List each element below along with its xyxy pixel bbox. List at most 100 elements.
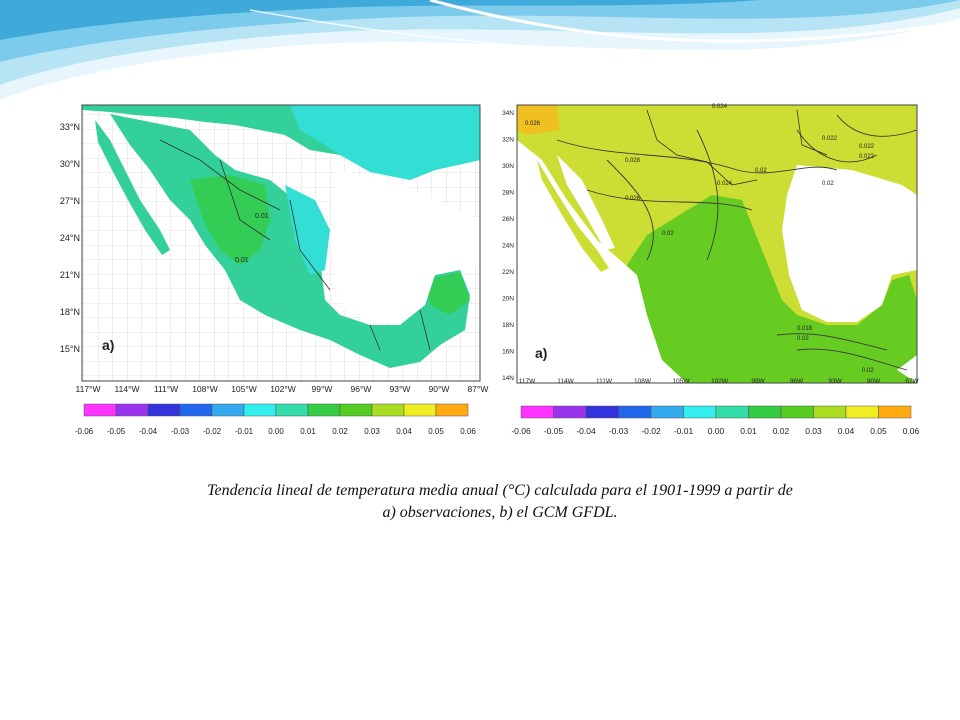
map-a-panel-label: a)	[102, 337, 114, 353]
map-b-contour-label: 0.018	[797, 326, 813, 332]
map-b-lat-label: 16N	[502, 349, 514, 356]
map-a-lon-label: 114°W	[115, 384, 140, 394]
caption-line-2: a) observaciones, b) el GCM GFDL.	[382, 504, 618, 521]
map-b-colorbar-label: 0.06	[903, 426, 920, 436]
map-a-colorbar-swatch	[339, 403, 373, 417]
gulf-of-mexico	[330, 170, 480, 322]
map-b-colorbar-swatch	[748, 405, 782, 419]
map-b-lon-label: 93W	[828, 378, 842, 385]
map-a-colorbar-label: 0.04	[396, 427, 412, 436]
map-a-lon-label: 117°W	[76, 384, 101, 394]
map-a-colorbar-label: 0.01	[300, 427, 316, 436]
map-a-lon-label: 108°W	[192, 384, 218, 394]
map-b-lon-label: 102W	[711, 378, 729, 385]
map-b-lat-label: 30N	[502, 163, 514, 170]
map-b-lat-label: 24N	[502, 243, 514, 250]
map-b-colorbar-swatch	[845, 405, 879, 419]
map-b-colorbar-swatch	[780, 405, 814, 419]
map-b-colorbar-label: -0.04	[576, 426, 596, 436]
map-b-lat-label: 34N	[502, 110, 514, 117]
map-b-contour-label: 0.024	[712, 104, 728, 110]
map-a-contour-label-1: 0.01	[255, 213, 269, 220]
map-b-colorbar-label: -0.02	[641, 426, 661, 436]
map-b-colorbar-label: 0.00	[708, 426, 725, 436]
map-a-colorbar-swatch	[243, 403, 277, 417]
map-a-colorbar-swatch	[403, 403, 437, 417]
map-a-lat-label: 21°N	[60, 270, 80, 280]
map-b-colorbar-swatch	[650, 405, 684, 419]
map-a-lon-label: 90°W	[429, 384, 450, 394]
map-b-colorbar-label: -0.01	[674, 426, 694, 436]
map-a-colorbar-swatch	[147, 403, 181, 417]
map-a-lon-label: 99°W	[312, 384, 333, 394]
map-a-lon-label: 87°W	[468, 384, 489, 394]
map-a-colorbar-label: -0.02	[203, 427, 222, 436]
map-a-lat-label: 33°N	[60, 122, 80, 132]
map-b-colorbar-swatch	[715, 405, 749, 419]
map-b-contour-label: 0.022	[859, 154, 875, 160]
map-b-lon-label: 105W	[673, 378, 691, 385]
map-b-contour-label: 0.028	[625, 158, 641, 164]
map-b-lat-label: 32N	[502, 137, 514, 144]
baja-california-region-b	[537, 160, 609, 272]
map-b-lat-label: 26N	[502, 216, 514, 223]
gcm-gfdl-map-panel: 34N 32N 30N 28N 26N 24N 22N 20N 18N 16N 14N 117W 11…	[497, 100, 929, 445]
mexico-land-region	[110, 114, 470, 368]
map-b-lat-label: 22N	[502, 269, 514, 276]
map-a-colorbar-label: -0.04	[139, 427, 158, 436]
map-b-colorbar-label: 0.05	[870, 426, 887, 436]
map-a-colorbar-swatch	[307, 403, 341, 417]
map-a-colorbar-swatch	[211, 403, 245, 417]
map-a-colorbar-label: 0.05	[428, 427, 444, 436]
gulf-of-mexico-b	[782, 165, 917, 322]
map-b-lon-label: 117W	[519, 378, 536, 385]
map-b-colorbar-label: 0.02	[773, 426, 790, 436]
map-a-colorbar-swatch	[371, 403, 405, 417]
map-b-colorbar-swatch	[878, 405, 912, 419]
map-b-lat-label: 14N	[502, 375, 514, 382]
map-b-lon-label: 108W	[634, 378, 652, 385]
map-b-colorbar-swatch	[520, 405, 554, 419]
map-b-colorbar-swatch	[813, 405, 847, 419]
map-b-colorbar-swatch	[683, 405, 717, 419]
map-b-lon-label: 111W	[596, 378, 613, 385]
map-a-lon-label: 105°W	[231, 384, 257, 394]
caption-line-1: Tendencia lineal de temperatura media an…	[207, 482, 793, 499]
map-b-colorbar-swatch	[585, 405, 619, 419]
map-b-contour-label: 0.026	[525, 121, 541, 127]
map-a-colorbar-swatch	[115, 403, 149, 417]
map-a-lon-label: 93°W	[390, 384, 411, 394]
map-b-colorbar-swatch	[618, 405, 652, 419]
map-a-contour-label-2: 0.01	[235, 257, 249, 264]
map-b-lat-label: 28N	[502, 190, 514, 197]
map-b-colorbar-swatch	[553, 405, 587, 419]
map-b-colorbar-label: -0.03	[609, 426, 629, 436]
map-a-lat-label: 27°N	[60, 196, 80, 206]
map-b-contour-label: 0.022	[822, 136, 838, 142]
map-a-lat-label: 30°N	[60, 159, 80, 169]
baja-california-region	[95, 120, 170, 255]
map-b-contour-label: 0.022	[859, 144, 875, 150]
map-a-colorbar-label: -0.05	[107, 427, 126, 436]
map-b-lon-label: 96W	[790, 378, 804, 385]
map-b-lon-label: 114W	[557, 378, 574, 385]
map-b-contour-label: 0.02	[822, 181, 834, 187]
map-a-colorbar-swatch	[179, 403, 213, 417]
map-b-lon-label: 99W	[751, 378, 765, 385]
observations-map: 33°N 30°N 27°N 24°N 21°N 18°N 15°N 117°W 114°W 1…	[60, 104, 489, 394]
observations-colorbar: -0.06 -0.05 -0.04 -0.03 -0.02 -0.01 0.00 0.01 0.…	[75, 403, 476, 436]
map-a-lat-label: 15°N	[60, 344, 80, 354]
map-a-lat-label: 18°N	[60, 307, 80, 317]
map-b-lat-label: 20N	[502, 296, 514, 303]
map-a-colorbar-label: -0.03	[171, 427, 190, 436]
map-b-panel-label: a)	[535, 345, 547, 361]
map-a-lon-label: 111°W	[154, 384, 178, 394]
map-a-colorbar-label: -0.06	[75, 427, 94, 436]
observations-map-panel: 33°N 30°N 27°N 24°N 21°N 18°N 15°N 117°W 114°W 1…	[40, 100, 492, 445]
map-a-colorbar-label: -0.01	[235, 427, 254, 436]
map-b-lon-label: 90W	[867, 378, 881, 385]
figure-caption: Tendencia lineal de temperatura media an…	[90, 480, 910, 524]
map-a-colorbar-label: 0.00	[268, 427, 284, 436]
header-wave-banner	[0, 0, 960, 100]
gcm-gfdl-colorbar: -0.06 -0.05 -0.04 -0.03 -0.02 -0.01 0.00 0.01 0.…	[511, 405, 920, 436]
